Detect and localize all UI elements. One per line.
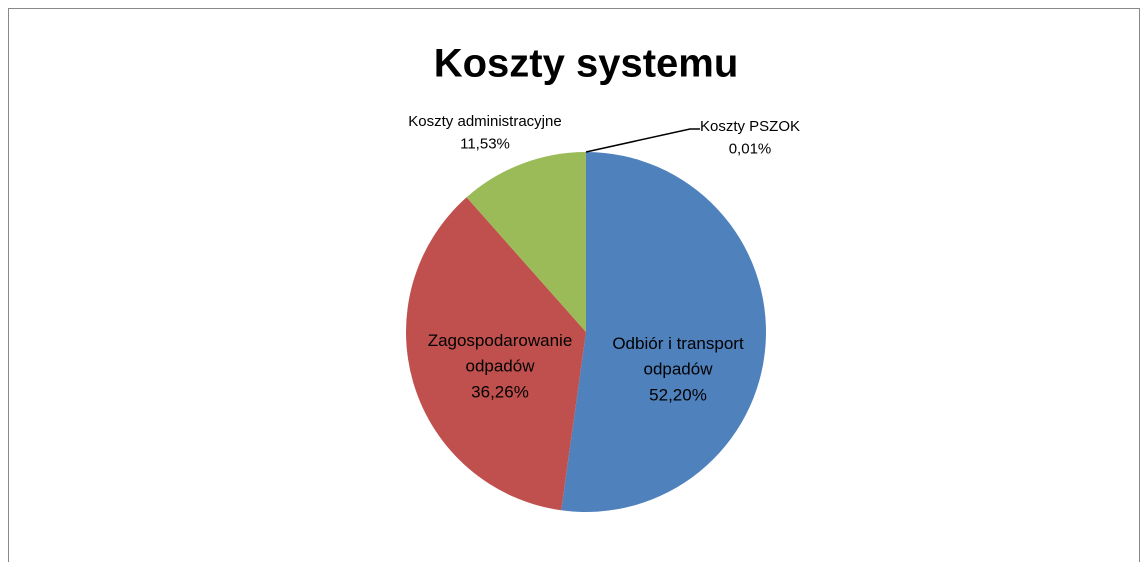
- data-label-value: 11,53%: [460, 135, 510, 152]
- data-label-value: 36,26%: [471, 382, 529, 401]
- data-label-category: Koszty administracyjne: [408, 113, 561, 130]
- chart-title: Koszty systemu: [434, 42, 739, 86]
- data-label-category: Koszty PSZOK: [700, 118, 800, 135]
- data-label-value: 0,01%: [729, 140, 772, 157]
- data-label-value: 52,20%: [649, 385, 707, 404]
